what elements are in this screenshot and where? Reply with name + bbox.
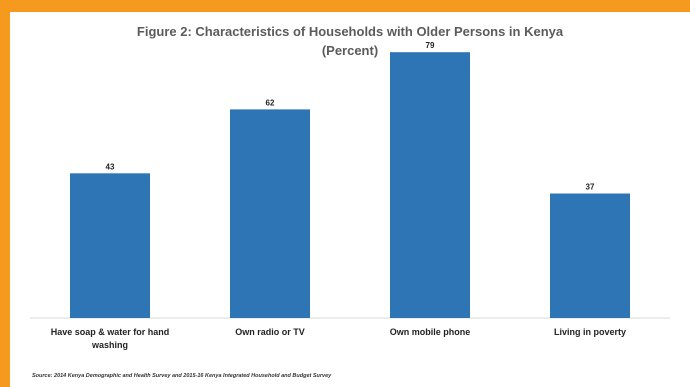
category-label-2: Own mobile phone bbox=[390, 327, 471, 337]
chart-frame: Figure 2: Characteristics of Households … bbox=[10, 12, 690, 387]
category-label-0-line-0: Have soap & water for hand bbox=[51, 327, 170, 337]
category-label-0-line-1: washing bbox=[91, 340, 128, 350]
data-label-3: 37 bbox=[586, 183, 595, 192]
source-note: Source: 2014 Kenya Demographic and Healt… bbox=[32, 373, 332, 379]
data-label-2: 79 bbox=[426, 41, 435, 50]
data-label-0: 43 bbox=[106, 162, 115, 171]
chart-title-block: Figure 2: Characteristics of Households … bbox=[10, 22, 690, 60]
data-label-1: 62 bbox=[266, 98, 275, 107]
bar-2 bbox=[390, 52, 470, 319]
bar-3 bbox=[550, 193, 630, 318]
bar-chart: 43 Have soap & water for hand washing 62 Own… bbox=[30, 41, 670, 350]
chart-subtitle: (Percent) bbox=[321, 43, 379, 58]
category-label-3: Living in poverty bbox=[554, 327, 626, 337]
chart-title: Figure 2: Characteristics of Households … bbox=[136, 24, 564, 39]
category-label-1: Own radio or TV bbox=[235, 327, 305, 337]
bar-0 bbox=[70, 173, 150, 318]
bar-1 bbox=[230, 109, 310, 318]
